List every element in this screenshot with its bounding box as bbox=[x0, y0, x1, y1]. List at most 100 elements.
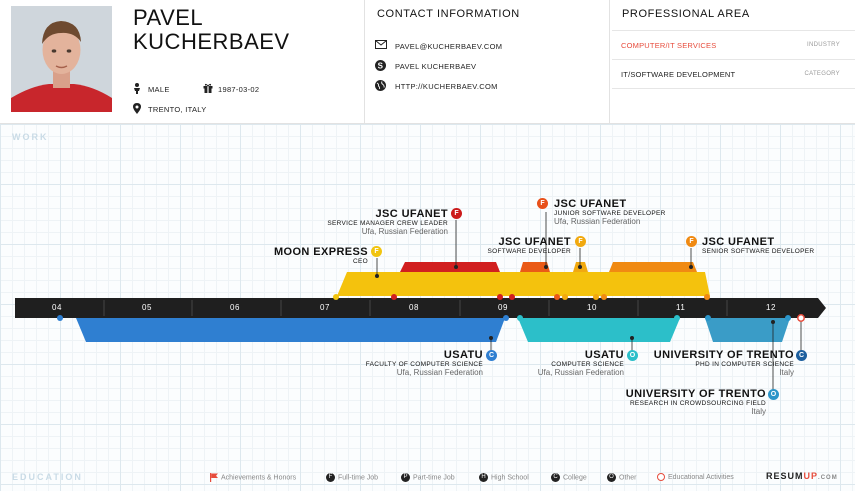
divider bbox=[612, 30, 855, 31]
work-role: CEO bbox=[353, 258, 368, 265]
legend-label: Educational Activities bbox=[668, 473, 734, 481]
skype-icon: S bbox=[375, 60, 386, 71]
year-label: 07 bbox=[320, 303, 330, 312]
work-item-moon-express[interactable]: MOON EXPRESS CEO bbox=[240, 246, 368, 265]
edu-bar-usatu-cs[interactable] bbox=[518, 318, 680, 342]
work-item-senior-developer[interactable]: JSC UFANET SENIOR SOFTWARE DEVELOPER bbox=[702, 236, 814, 255]
work-item-software-developer[interactable]: JSC UFANET SOFTWARE DEVELOPER bbox=[460, 236, 571, 255]
legend-fulltime: F Full-time Job bbox=[326, 473, 378, 482]
website-value[interactable]: HTTP://KUCHERBAEV.COM bbox=[395, 82, 498, 91]
edu-connector-dots bbox=[489, 320, 775, 340]
flag-icon bbox=[210, 473, 218, 482]
brand-main: RESUM bbox=[766, 471, 804, 481]
edu-org: UNIVERSITY OF TRENTO bbox=[653, 349, 794, 361]
profile-name: PAVEL KUCHERBAEV bbox=[133, 6, 290, 54]
edu-period-markers bbox=[57, 314, 805, 322]
category-label: CATEGORY bbox=[804, 71, 840, 77]
divider bbox=[609, 0, 610, 124]
brand-suffix: .COM bbox=[818, 475, 838, 481]
edu-role: PHD IN COMPUTER SCIENCE bbox=[695, 361, 794, 368]
work-org: MOON EXPRESS bbox=[273, 246, 368, 258]
skype-value[interactable]: PAVEL KUCHERBAEV bbox=[395, 62, 477, 71]
edu-role: FACULTY OF COMPUTER SCIENCE bbox=[365, 361, 483, 368]
work-role: SERVICE MANAGER CREW LEADER bbox=[327, 220, 448, 227]
edu-org: USATU bbox=[584, 349, 624, 361]
college-icon: C bbox=[796, 350, 807, 361]
education-section-label: EDUCATION bbox=[12, 472, 83, 482]
edu-item-trento-phd[interactable]: UNIVERSITY OF TRENTO PHD IN COMPUTER SCI… bbox=[636, 349, 794, 377]
year-label: 06 bbox=[230, 303, 240, 312]
legend-achievements: Achievements & Honors bbox=[210, 473, 296, 482]
location-pin-icon bbox=[133, 103, 141, 114]
location-value: TRENTO, ITALY bbox=[148, 105, 207, 114]
work-section-label: WORK bbox=[12, 132, 49, 142]
edu-org: UNIVERSITY OF TRENTO bbox=[625, 388, 766, 400]
fulltime-job-icon: F bbox=[326, 473, 335, 482]
industry-value: COMPUTER/IT SERVICES bbox=[621, 41, 717, 50]
edu-item-trento-research[interactable]: UNIVERSITY OF TRENTO RESEARCH IN CROWDSO… bbox=[600, 388, 766, 416]
educational-activity-icon bbox=[657, 473, 665, 481]
legend-label: High School bbox=[491, 474, 529, 482]
work-bar-service-manager[interactable] bbox=[400, 262, 500, 272]
divider bbox=[0, 123, 855, 124]
fulltime-job-icon: F bbox=[537, 198, 548, 209]
edu-bar-usatu-faculty[interactable] bbox=[76, 318, 505, 342]
work-connectors bbox=[376, 212, 692, 276]
legend-parttime: P Part-time Job bbox=[401, 473, 455, 482]
edu-location: Italy bbox=[751, 407, 766, 416]
college-icon: C bbox=[486, 350, 497, 361]
parttime-job-icon: P bbox=[401, 473, 410, 482]
brand-logo[interactable]: RESUMUP.COM bbox=[766, 471, 838, 481]
college-icon: C bbox=[551, 473, 560, 482]
work-bar-moon-express[interactable] bbox=[337, 272, 710, 296]
fulltime-job-icon: F bbox=[575, 236, 586, 247]
professional-title: PROFESSIONAL AREA bbox=[622, 8, 750, 20]
edu-location: Ufa, Russian Federation bbox=[537, 368, 624, 377]
fulltime-job-icon: F bbox=[686, 236, 697, 247]
work-org: JSC UFANET bbox=[375, 208, 448, 220]
work-item-service-manager[interactable]: JSC UFANET SERVICE MANAGER CREW LEADER U… bbox=[290, 208, 448, 236]
work-role: JUNIOR SOFTWARE DEVELOPER bbox=[554, 210, 666, 217]
other-icon: O bbox=[627, 350, 638, 361]
edu-item-usatu-faculty[interactable]: USATU FACULTY OF COMPUTER SCIENCE Ufa, R… bbox=[320, 349, 483, 377]
category-value: IT/SOFTWARE DEVELOPMENT bbox=[621, 70, 736, 79]
year-label: 11 bbox=[676, 303, 686, 312]
gift-icon bbox=[203, 83, 213, 93]
email-value[interactable]: PAVEL@KUCHERBAEV.COM bbox=[395, 42, 503, 51]
legend-label: Part-time Job bbox=[413, 474, 455, 482]
industry-label: INDUSTRY bbox=[807, 42, 840, 48]
edu-item-usatu-cs[interactable]: USATU COMPUTER SCIENCE Ufa, Russian Fede… bbox=[500, 349, 624, 377]
other-icon: O bbox=[607, 473, 616, 482]
work-item-junior-developer[interactable]: JSC UFANET JUNIOR SOFTWARE DEVELOPER Ufa… bbox=[554, 198, 666, 226]
year-label: 09 bbox=[498, 303, 508, 312]
work-bar-junior-dev[interactable] bbox=[520, 262, 550, 272]
legend-label: Other bbox=[619, 474, 637, 482]
contact-title: CONTACT INFORMATION bbox=[377, 8, 520, 20]
other-icon: O bbox=[768, 389, 779, 400]
legend-college: C College bbox=[551, 473, 587, 482]
highschool-icon: H bbox=[479, 473, 488, 482]
legend-highschool: H High School bbox=[479, 473, 529, 482]
divider bbox=[612, 59, 855, 60]
timeline-axis bbox=[15, 298, 826, 318]
birthdate-value: 1987-03-02 bbox=[218, 85, 260, 94]
legend-label: Full-time Job bbox=[338, 474, 379, 482]
legend-label: College bbox=[563, 474, 587, 482]
work-location: Ufa, Russian Federation bbox=[554, 217, 641, 226]
svg-text:S: S bbox=[378, 61, 384, 70]
legend-other: O Other bbox=[607, 473, 637, 482]
edu-location: Italy bbox=[779, 368, 794, 377]
work-period-markers bbox=[333, 294, 710, 300]
year-dividers bbox=[103, 300, 728, 316]
envelope-icon bbox=[375, 40, 387, 49]
work-role: SENIOR SOFTWARE DEVELOPER bbox=[702, 248, 815, 255]
edu-bar-trento[interactable] bbox=[705, 318, 790, 342]
gender-value: MALE bbox=[148, 85, 170, 94]
work-org: JSC UFANET bbox=[554, 198, 627, 210]
work-bar-senior-dev[interactable] bbox=[609, 262, 697, 272]
legend-educational: Educational Activities bbox=[657, 473, 734, 481]
edu-connectors bbox=[490, 318, 802, 390]
edu-location: Ufa, Russian Federation bbox=[396, 368, 483, 377]
brand-accent: UP bbox=[803, 471, 819, 481]
